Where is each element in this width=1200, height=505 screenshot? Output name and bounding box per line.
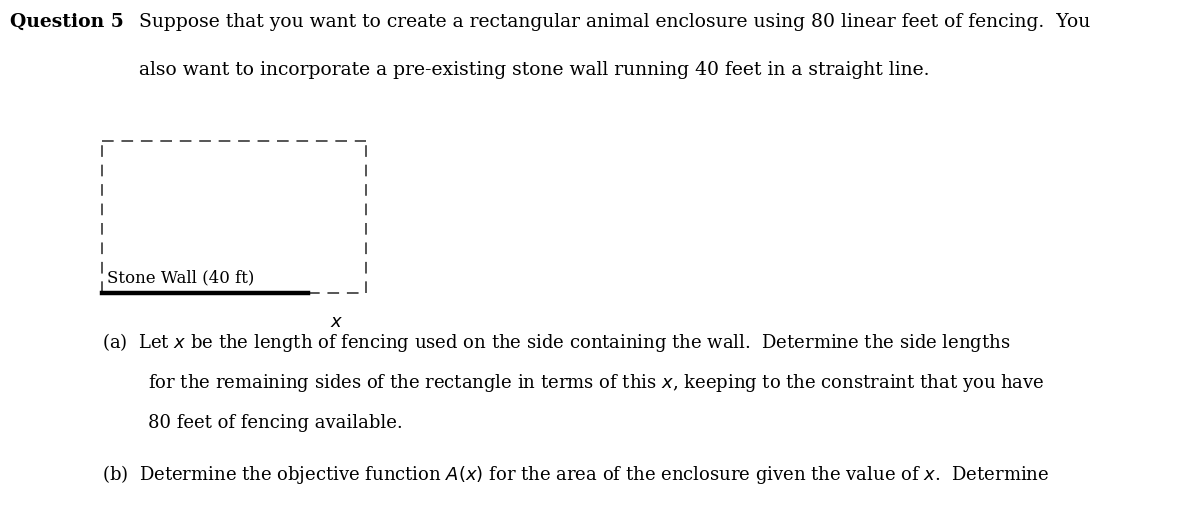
Text: also want to incorporate a pre-existing stone wall running 40 feet in a straight: also want to incorporate a pre-existing … [139, 61, 930, 79]
Text: $x$: $x$ [330, 313, 343, 331]
Text: (b)  Determine the objective function $A(x)$ for the area of the enclosure given: (b) Determine the objective function $A(… [102, 463, 1049, 486]
Text: Stone Wall (40 ft): Stone Wall (40 ft) [107, 270, 254, 287]
Text: Suppose that you want to create a rectangular animal enclosure using 80 linear f: Suppose that you want to create a rectan… [139, 13, 1091, 31]
Text: Question 5: Question 5 [10, 13, 124, 31]
Text: 80 feet of fencing available.: 80 feet of fencing available. [148, 414, 402, 432]
Text: for the remaining sides of the rectangle in terms of this $x$, keeping to the co: for the remaining sides of the rectangle… [148, 372, 1044, 394]
Text: (a)  Let $x$ be the length of fencing used on the side containing the wall.  Det: (a) Let $x$ be the length of fencing use… [102, 331, 1010, 354]
